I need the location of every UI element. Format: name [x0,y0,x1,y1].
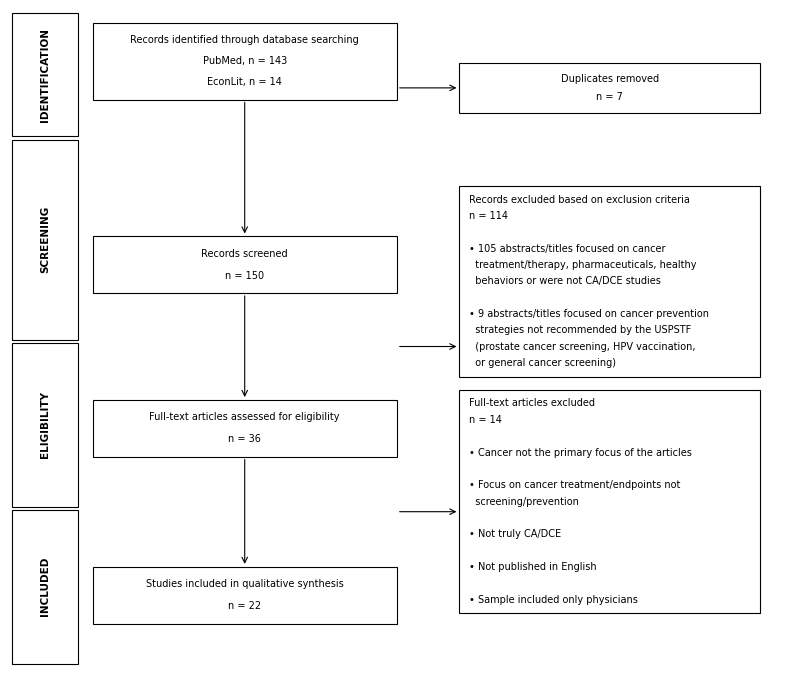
Text: Duplicates removed: Duplicates removed [560,74,659,83]
Bar [459,186,760,377]
Text: n = 7: n = 7 [596,92,623,102]
Text: • Not truly CA/DCE: • Not truly CA/DCE [468,530,561,540]
Text: n = 14: n = 14 [468,415,501,425]
Text: treatment/therapy, pharmaceuticals, healthy: treatment/therapy, pharmaceuticals, heal… [468,260,696,270]
Text: EconLit, n = 14: EconLit, n = 14 [208,77,282,87]
Bar [12,139,79,340]
Bar [12,510,79,664]
Text: • Cancer not the primary focus of the articles: • Cancer not the primary focus of the ar… [468,448,692,458]
Text: Full-text articles assessed for eligibility: Full-text articles assessed for eligibil… [149,413,340,423]
Text: • 9 abstracts/titles focused on cancer prevention: • 9 abstracts/titles focused on cancer p… [468,309,709,319]
Text: screening/prevention: screening/prevention [468,497,578,507]
Text: n = 114: n = 114 [468,211,508,221]
Text: PubMed, n = 143: PubMed, n = 143 [203,56,287,66]
Text: ELIGIBILITY: ELIGIBILITY [40,392,50,458]
Bar [12,13,79,136]
Text: or general cancer screening): or general cancer screening) [468,358,615,368]
Text: Full-text articles excluded: Full-text articles excluded [468,398,595,409]
Text: Records screened: Records screened [201,249,288,259]
Bar [459,63,760,113]
Bar [93,400,397,457]
Text: SCREENING: SCREENING [40,206,50,273]
Bar [12,343,79,507]
Text: strategies not recommended by the USPSTF: strategies not recommended by the USPSTF [468,326,691,335]
Bar [93,567,397,623]
Text: Studies included in qualitative synthesis: Studies included in qualitative synthesi… [146,579,343,590]
Text: IDENTIFICATION: IDENTIFICATION [40,28,50,122]
Text: • Not published in English: • Not published in English [468,562,597,572]
Text: INCLUDED: INCLUDED [40,557,50,616]
Bar [459,390,760,614]
Text: n = 36: n = 36 [228,434,261,444]
Text: Records excluded based on exclusion criteria: Records excluded based on exclusion crit… [468,194,689,205]
Text: (prostate cancer screening, HPV vaccination,: (prostate cancer screening, HPV vaccinat… [468,342,695,352]
Text: • Focus on cancer treatment/endpoints not: • Focus on cancer treatment/endpoints no… [468,481,680,491]
Text: • 105 abstracts/titles focused on cancer: • 105 abstracts/titles focused on cancer [468,244,665,254]
Text: n = 150: n = 150 [225,271,264,281]
Bar [93,236,397,293]
Bar [93,23,397,100]
Text: behaviors or were not CA/DCE studies: behaviors or were not CA/DCE studies [468,277,660,287]
Text: • Sample included only physicians: • Sample included only physicians [468,595,637,605]
Text: Records identified through database searching: Records identified through database sear… [130,35,359,45]
Text: n = 22: n = 22 [228,601,261,611]
